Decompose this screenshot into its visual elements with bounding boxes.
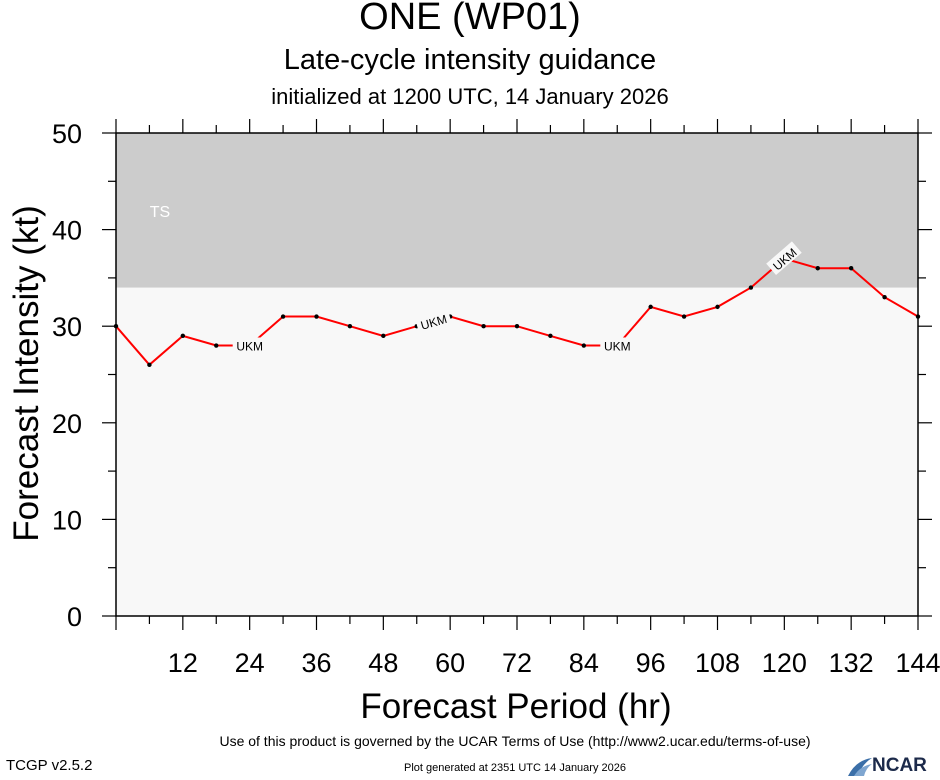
- data-point: [381, 333, 386, 339]
- y-tick-label: 10: [52, 505, 82, 535]
- data-point: [180, 333, 186, 339]
- chart-title: ONE (WP01): [359, 0, 581, 38]
- data-point: [314, 314, 319, 319]
- y-tick-label: 40: [52, 216, 82, 246]
- x-tick-label: 12: [168, 648, 198, 678]
- series-label-bg: [600, 337, 635, 353]
- series-label-bg: [232, 337, 267, 353]
- series-label-group: UKM: [600, 337, 635, 354]
- x-tick-label: 132: [829, 648, 874, 678]
- version-label: TCGP v2.5.2: [6, 757, 93, 774]
- plot-generated-time: Plot generated at 2351 UTC 14 January 20…: [404, 762, 626, 774]
- series-label-bg: [414, 308, 452, 333]
- data-point: [147, 362, 152, 368]
- y-tick-label: 0: [67, 602, 82, 632]
- y-tick-label: 50: [52, 119, 82, 149]
- terms-of-use: Use of this product is governed by the U…: [219, 733, 811, 749]
- data-point: [347, 324, 353, 329]
- x-tick-label: 60: [435, 648, 465, 678]
- band-label: TS: [150, 204, 170, 221]
- x-tick-label: 96: [636, 648, 666, 678]
- data-point: [915, 314, 921, 319]
- ncar-logo-icon: [848, 758, 872, 776]
- series-label-group: UKM: [232, 337, 267, 354]
- series-label: UKM: [236, 340, 263, 354]
- data-point: [280, 314, 286, 319]
- series-label: UKM: [604, 340, 631, 354]
- data-point: [648, 304, 653, 310]
- chart-subtitle: Late-cycle intensity guidance: [283, 44, 657, 76]
- series-label-bg: [766, 241, 802, 276]
- x-tick-label: 84: [569, 648, 599, 678]
- data-point: [113, 324, 119, 329]
- x-tick-label: 48: [368, 648, 398, 678]
- y-tick-label: 20: [52, 409, 82, 439]
- data-point: [581, 343, 587, 348]
- data-point: [214, 343, 219, 348]
- ncar-logo: NCAR: [872, 755, 927, 776]
- x-tick-label: 24: [235, 648, 265, 678]
- data-point: [481, 324, 486, 329]
- x-tick-label: 120: [762, 648, 807, 678]
- ts-band: [116, 133, 918, 288]
- y-tick-label: 30: [52, 312, 82, 342]
- data-point: [748, 285, 754, 290]
- data-point: [514, 324, 520, 329]
- data-point: [848, 266, 854, 271]
- x-tick-label: 108: [695, 648, 740, 678]
- data-point: [681, 314, 687, 319]
- intensity-chart: TS 12 24 36 48 60 72 84 96 108 120 132 144 0 10 20 30 40…: [7, 119, 940, 726]
- init-time: initialized at 1200 UTC, 14 January 2026: [271, 84, 669, 109]
- x-tick-label: 36: [301, 648, 331, 678]
- x-tick-label: 72: [502, 648, 532, 678]
- x-axis-label: Forecast Period (hr): [360, 687, 671, 726]
- data-point: [548, 333, 553, 339]
- x-tick-label: 144: [895, 648, 940, 678]
- y-axis-label: Forecast Intensity (kt): [7, 205, 46, 541]
- data-point: [715, 304, 720, 310]
- data-point: [815, 266, 820, 271]
- data-point: [882, 295, 887, 300]
